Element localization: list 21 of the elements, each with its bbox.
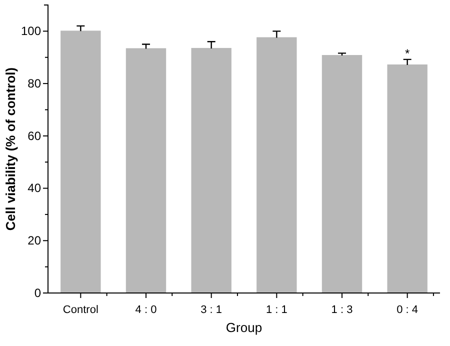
x-tick-label: 1 : 3 <box>331 304 353 316</box>
y-tick-label: 40 <box>28 181 42 196</box>
annotation: * <box>404 46 410 60</box>
x-tick-label: 3 : 1 <box>200 304 222 316</box>
bar <box>60 30 101 294</box>
bar <box>256 37 297 294</box>
x-tick-label: 1 : 1 <box>266 304 288 316</box>
y-tick-label: 60 <box>28 128 42 143</box>
x-axis-title: Group <box>226 320 262 335</box>
x-tick-label: Control <box>62 304 98 316</box>
y-axis-title: Cell viability (% of control) <box>3 67 18 231</box>
y-tick-label: 100 <box>20 24 42 38</box>
y-tick-label: 20 <box>28 233 42 248</box>
bar <box>191 48 232 294</box>
x-tick-label: 4 : 0 <box>135 304 157 316</box>
bar <box>322 55 362 294</box>
y-tick-label: 80 <box>28 76 42 90</box>
bar <box>387 64 428 294</box>
x-tick-label: 0 : 4 <box>396 304 418 316</box>
y-tick-label: 0 <box>34 286 42 300</box>
bar <box>126 48 166 294</box>
